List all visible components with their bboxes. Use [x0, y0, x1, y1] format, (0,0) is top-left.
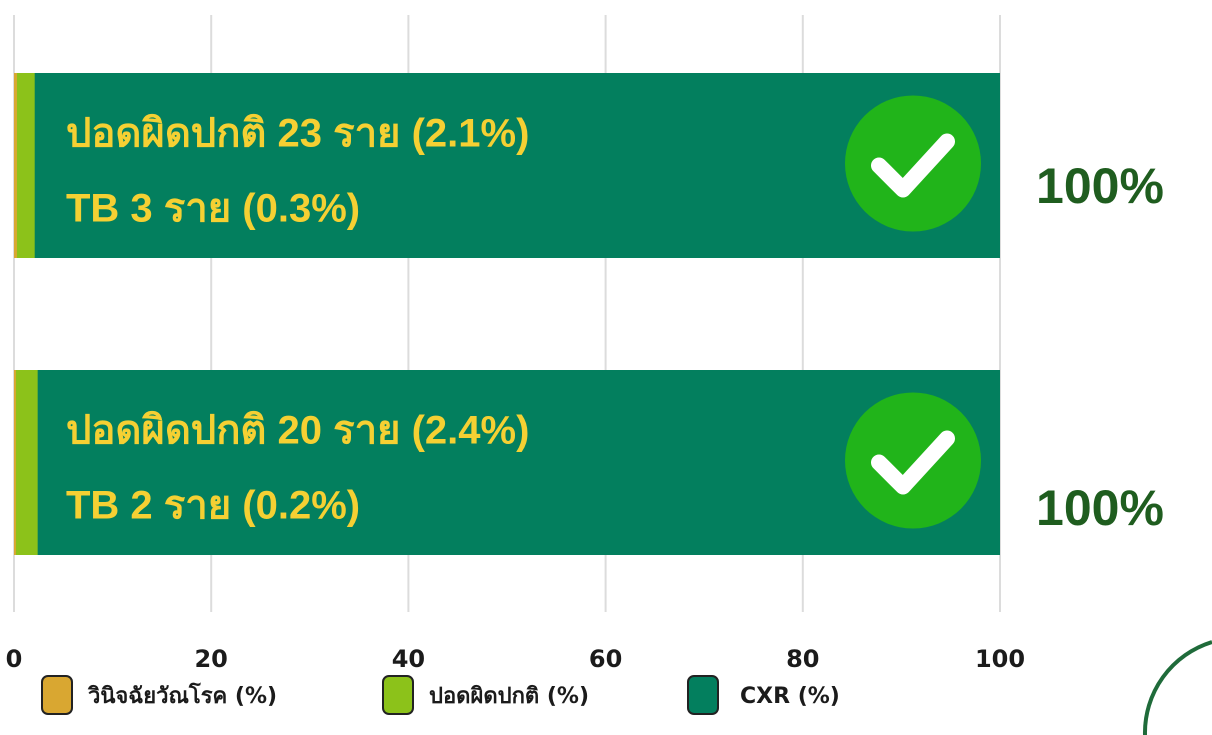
- bar-annotation: TB 2 ราย (0.2%): [66, 484, 360, 528]
- bar-annotation: ปอดผิดปกติ 23 ราย (2.1%): [66, 112, 529, 156]
- x-tick-label: 40: [392, 645, 425, 673]
- check-mark: [871, 133, 955, 198]
- bar: [14, 73, 35, 258]
- value-label: 100%: [1036, 480, 1164, 536]
- x-tick-label: 20: [194, 645, 227, 673]
- legend-label: วินิจฉัยวัณโรค (%): [87, 682, 277, 709]
- bar: [14, 370, 1000, 555]
- check-icon: [845, 95, 981, 232]
- bar: [14, 370, 16, 555]
- x-tick-label: 100: [975, 645, 1025, 673]
- check-icon: [845, 392, 981, 529]
- x-tick-label: 0: [6, 645, 23, 673]
- bar: [14, 73, 17, 258]
- legend-label: ปอดผิดปกติ (%): [429, 684, 589, 709]
- x-tick-label: 60: [589, 645, 622, 673]
- check-mark: [871, 430, 955, 495]
- legend-swatch: [41, 675, 73, 715]
- value-label: 100%: [1036, 158, 1164, 214]
- decor-arc: [1142, 640, 1212, 735]
- decorations: [1142, 640, 1212, 735]
- bar: [14, 370, 38, 555]
- legend-label: CXR (%): [740, 684, 840, 709]
- bar-annotation: ปอดผิดปกติ 20 ราย (2.4%): [66, 409, 529, 453]
- bar: [14, 73, 1000, 258]
- bars: [14, 73, 1000, 555]
- legend-swatch: [687, 675, 719, 715]
- x-tick-label: 80: [786, 645, 819, 673]
- legend-swatch: [382, 675, 414, 715]
- bar-annotation: TB 3 ราย (0.3%): [66, 187, 360, 231]
